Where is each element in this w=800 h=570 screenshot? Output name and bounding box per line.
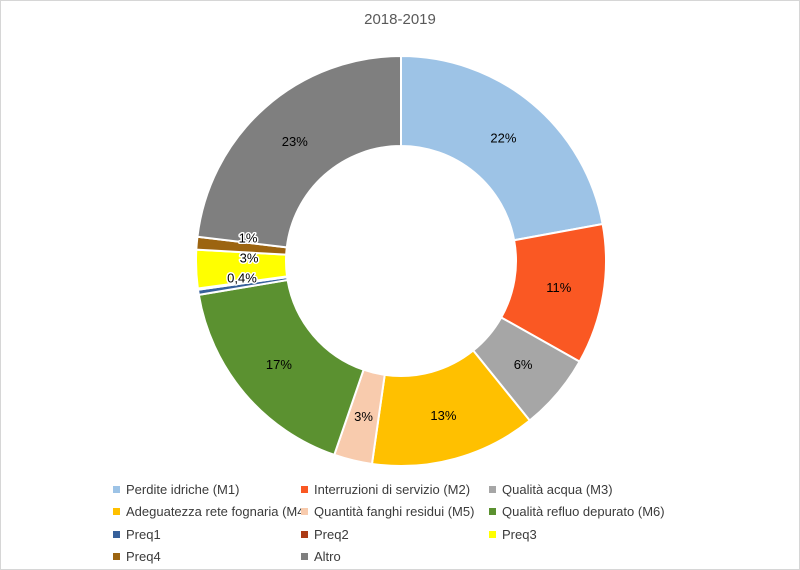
- legend-item-perdite-idriche-m1[interactable]: Perdite idriche (M1): [113, 482, 301, 497]
- legend-label: Preq4: [126, 549, 161, 565]
- legend-swatch-icon: [489, 508, 496, 516]
- slice-label-qualit-refluo-depurato-m6: 17%: [266, 357, 292, 372]
- legend-label: Preq2: [314, 526, 349, 542]
- legend-item-altro[interactable]: Altro: [301, 549, 489, 564]
- legend-swatch-icon: [113, 530, 120, 538]
- legend-swatch-icon: [301, 508, 308, 516]
- legend-label: Adeguatezza rete fognaria (M4): [126, 504, 301, 520]
- slice-label-preq4: 1%: [239, 231, 258, 246]
- legend-swatch-icon: [489, 485, 496, 493]
- legend-item-preq1[interactable]: Preq1: [113, 527, 301, 542]
- legend-label: Altro: [314, 549, 341, 565]
- donut-slice-altro[interactable]: [196, 54, 402, 249]
- legend-item-qualit-acqua-m3[interactable]: Qualità acqua (M3): [489, 482, 789, 497]
- chart-title: 2018-2019: [364, 11, 436, 28]
- legend-label: Qualità refluo depurato (M6): [502, 504, 665, 520]
- legend-swatch-icon: [113, 485, 120, 493]
- legend-item-preq3[interactable]: Preq3: [489, 527, 789, 542]
- legend-swatch-icon: [113, 553, 120, 561]
- legend-label: Perdite idriche (M1): [126, 481, 240, 497]
- legend-item-interruzioni-di-servizio-m2[interactable]: Interruzioni di servizio (M2): [301, 482, 489, 497]
- legend-item-qualit-refluo-depurato-m6[interactable]: Qualità refluo depurato (M6): [489, 504, 789, 519]
- slice-label-altro: 23%: [282, 134, 308, 149]
- donut-slice-qualit-refluo-depurato-m6[interactable]: [197, 278, 365, 457]
- legend-label: Interruzioni di servizio (M2): [314, 481, 471, 497]
- legend-swatch-icon: [301, 553, 308, 561]
- legend-swatch-icon: [489, 530, 496, 538]
- slice-label-adeguatezza-rete-fognaria-m4: 13%: [430, 408, 456, 423]
- legend-item-preq2[interactable]: Preq2: [301, 527, 489, 542]
- chart-legend: Perdite idriche (M1) Interruzioni di serv…: [113, 478, 789, 568]
- slice-label-qualit-acqua-m3: 6%: [514, 357, 533, 372]
- legend-item-preq4[interactable]: Preq4: [113, 549, 301, 564]
- legend-swatch-icon: [301, 530, 308, 538]
- slice-label-perdite-idriche-m1: 22%: [490, 131, 516, 146]
- legend-label: Quantità fanghi residui (M5): [314, 504, 475, 520]
- slice-label-preq1: 0,4%: [227, 271, 257, 286]
- donut-slice-perdite-idriche-m1[interactable]: [400, 54, 604, 242]
- legend-swatch-icon: [113, 508, 120, 516]
- legend-label: Preq1: [126, 526, 161, 542]
- legend-label: Qualità acqua (M3): [502, 481, 613, 497]
- slice-label-preq3: 3%: [240, 251, 259, 266]
- legend-item-quantit-fanghi-residui-m5[interactable]: Quantità fanghi residui (M5): [301, 504, 489, 519]
- slice-label-interruzioni-di-servizio-m2: 11%: [546, 280, 571, 295]
- slice-label-quantit-fanghi-residui-m5: 3%: [354, 409, 373, 424]
- legend-swatch-icon: [301, 485, 308, 493]
- legend-item-adeguatezza-rete-fognaria-m4[interactable]: Adeguatezza rete fognaria (M4): [113, 504, 301, 519]
- legend-label: Preq3: [502, 526, 537, 542]
